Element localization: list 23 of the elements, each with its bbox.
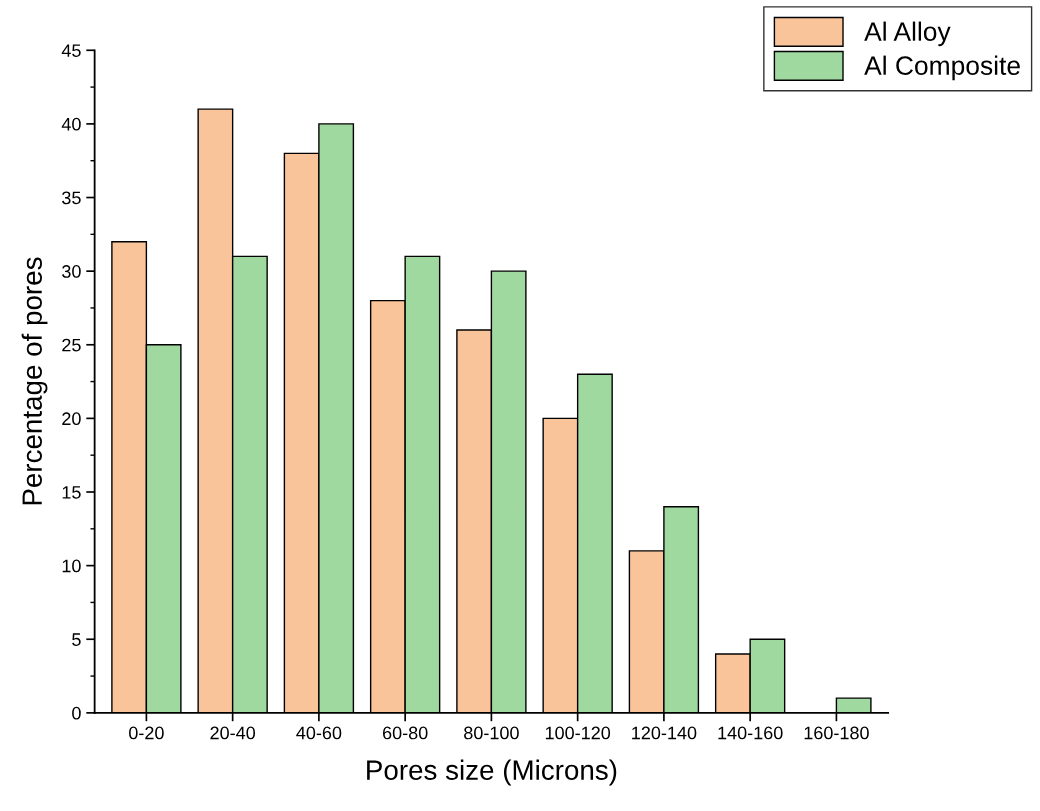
x-tick-label: 60-80 <box>382 726 428 740</box>
y-tick-label: 45 <box>61 44 81 57</box>
x-tick-label: 0-20 <box>129 726 164 740</box>
x-tick-label: 140-160 <box>718 726 783 740</box>
x-tick-label: 80-100 <box>464 726 519 740</box>
y-tick-label: 25 <box>62 338 81 352</box>
y-tick-label: 40 <box>61 117 81 131</box>
x-tick-label: 20-40 <box>210 726 256 740</box>
x-tick-label: 100-120 <box>545 726 611 740</box>
x-tick-label: 120-140 <box>632 726 697 740</box>
y-axis-title: Percentage of pores <box>21 257 48 505</box>
legend-label: Al Composite <box>864 55 1020 81</box>
y-tick-label: 0 <box>72 706 81 720</box>
y-tick-label: 35 <box>62 191 81 205</box>
legend-label: Al Alloy <box>864 21 951 47</box>
y-tick-label: 10 <box>62 559 81 573</box>
y-tick-label: 5 <box>72 633 81 646</box>
y-tick-label: 30 <box>62 265 81 278</box>
x-tick-label: 40-60 <box>296 726 342 740</box>
x-axis-title: Pores size (Microns) <box>367 759 617 786</box>
y-tick-label: 15 <box>62 486 81 499</box>
y-tick-label: 20 <box>62 412 81 426</box>
x-tick-label: 160-180 <box>804 726 869 740</box>
